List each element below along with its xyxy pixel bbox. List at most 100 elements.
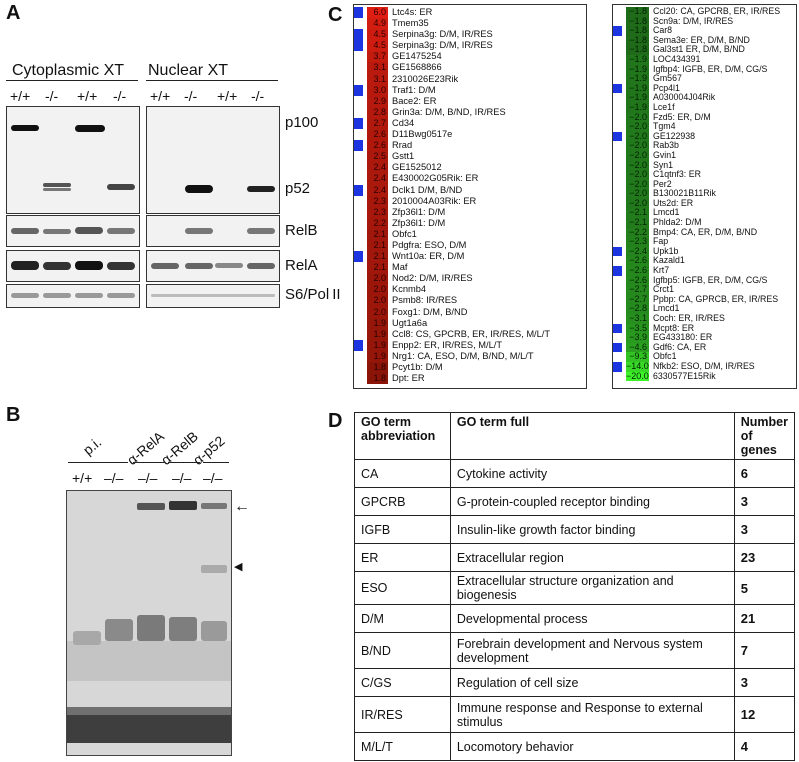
downregulated-heatmap: −1.8 Ccl20: CA, GPCRB, ER, IR/RES −1.8 Scn9… <box>612 4 797 389</box>
heatmap-row: 2.7 Cd34 <box>354 117 586 130</box>
gene-label: 6330577E15Rik <box>653 370 716 381</box>
fold-change-cell: 3.1 <box>367 62 388 74</box>
go-abbreviation-cell: M/L/T <box>354 732 451 761</box>
rela-rule <box>133 462 165 463</box>
gene-label: Ugt1a6a <box>392 317 428 328</box>
heatmap-row: −1.8 Sema3e: ER, D/M, B/ND <box>613 35 796 46</box>
go-table-row: IGFB Insulin-like growth factor binding 3 <box>354 515 796 544</box>
go-full-term-cell: Cytokine activity <box>449 459 735 488</box>
gene-label: Ltc4s: ER <box>392 7 433 17</box>
upregulated-gene-list: 6.0 Ltc4s: ER 4.9 Tmem35 4.5 Serpina3g: D/M, … <box>354 5 586 385</box>
heatmap-row: −1.9 LOC434391 <box>613 54 796 65</box>
gene-label: Car8 <box>653 25 673 36</box>
go-annotation-tick <box>354 373 363 384</box>
band <box>11 125 39 131</box>
go-annotation-tick <box>613 208 622 218</box>
heatmap-row: −1.8 Scn9a: D/M, IR/RES <box>613 16 796 27</box>
nuclear-rela-blot <box>146 250 280 282</box>
fold-change-cell: 4.9 <box>367 18 388 30</box>
p100-label: p100 <box>285 114 319 131</box>
gene-label: 2310026E23Rik <box>392 73 459 84</box>
go-annotation-tick <box>613 17 622 27</box>
fold-change-cell: −3.1 <box>626 313 649 324</box>
go-term-table: GO term abbreviation GO term full Number… <box>354 412 796 761</box>
go-annotation-tick <box>613 323 622 334</box>
downregulated-gene-list: −1.8 Ccl20: CA, GPCRB, ER, IR/RES −1.8 Scn9… <box>613 5 796 382</box>
fold-change-cell: 3.0 <box>367 84 388 96</box>
gene-label: Maf <box>392 262 408 273</box>
go-abbreviation-cell: IR/RES <box>354 696 451 733</box>
heatmap-row: −2.1 Phlda2: D/M <box>613 217 796 228</box>
gene-label: Zfp36l1: D/M <box>392 217 446 228</box>
gene-label: Rab3b <box>653 140 679 151</box>
go-annotation-tick <box>354 307 363 318</box>
go-annotation-tick <box>354 184 363 196</box>
gene-label: Lce1f <box>653 101 675 112</box>
fold-change-cell: 2.0 <box>367 273 388 285</box>
go-annotation-tick <box>354 229 363 240</box>
fold-change-cell: −2.0 <box>626 141 649 151</box>
heatmap-row: −2.0 B130021B11Rik <box>613 189 796 199</box>
band <box>151 263 179 269</box>
heatmap-row: 2.6 D11Bwg0517e <box>354 129 586 141</box>
go-abbreviation-cell: B/ND <box>354 632 451 669</box>
heatmap-row: 2.5 Gstt1 <box>354 151 586 163</box>
go-annotation-tick <box>354 273 363 284</box>
go-annotation-tick <box>613 314 622 324</box>
go-annotation-tick <box>613 45 622 55</box>
band <box>201 565 227 573</box>
fold-change-cell: 2.4 <box>367 162 388 174</box>
pi-rule <box>68 462 128 463</box>
go-full-term-cell: Immune response and Response to external… <box>449 696 735 733</box>
go-annotation-tick <box>354 162 363 173</box>
heatmap-row: −2.0 Uts2d: ER <box>613 198 796 209</box>
heatmap-row: −2.0 Gvin1 <box>613 150 796 161</box>
band <box>75 293 103 298</box>
heatmap-row: −2.4 Upk1b <box>613 246 796 257</box>
go-annotation-tick <box>354 218 363 229</box>
go-annotation-tick <box>354 339 363 351</box>
nuclear-genotype-4: -/- <box>251 88 265 104</box>
go-annotation-tick <box>613 83 622 94</box>
gene-label: E430002G05Rik: ER <box>392 173 479 184</box>
go-annotation-tick <box>354 284 363 295</box>
heatmap-row: 2.1 Maf <box>354 262 586 274</box>
go-abbreviation-cell: D/M <box>354 604 451 633</box>
gene-label: Bace2: ER <box>392 95 437 106</box>
fold-change-cell: 4.5 <box>367 40 388 52</box>
go-gene-count-cell: 3 <box>733 668 796 697</box>
fold-change-cell: −2.0 <box>626 169 649 180</box>
fold-change-cell: 2.1 <box>367 262 388 274</box>
go-table-body: CA Cytokine activity 6 GPCRB G-protein-coupl… <box>354 459 796 761</box>
go-annotation-tick <box>354 318 363 329</box>
fold-change-cell: 2.8 <box>367 106 388 118</box>
heatmap-row: −1.9 Igfbp4: IGFB, ER, D/M, CG/S <box>613 64 796 75</box>
heatmap-row: −2.0 C1qtnf3: ER <box>613 169 796 180</box>
fold-change-cell: −2.8 <box>626 304 649 314</box>
go-annotation-tick <box>613 285 622 295</box>
go-table-header-row: GO term abbreviation GO term full Number… <box>354 412 796 460</box>
heatmap-row: −3.1 Coch: ER, IR/RES <box>613 313 796 324</box>
fold-change-cell: 1.8 <box>367 373 388 385</box>
go-annotation-tick <box>354 351 363 362</box>
heatmap-row: 2.0 Kcnmb4 <box>354 284 586 296</box>
band <box>107 262 135 270</box>
fold-change-cell: 2.4 <box>367 173 388 185</box>
go-annotation-tick <box>354 196 363 207</box>
go-annotation-tick <box>613 26 622 36</box>
gene-label: GE1525012 <box>392 162 442 173</box>
gene-label: Krt7 <box>653 265 670 276</box>
heatmap-row: −2.3 Fap <box>613 237 796 247</box>
gene-label: B130021B11Rik <box>653 188 716 199</box>
rela-label: RelA <box>285 257 318 274</box>
go-full-term-cell: Insulin-like growth factor binding <box>449 515 735 544</box>
go-annotation-tick <box>613 141 622 151</box>
go-full-term-cell: Locomotory behavior <box>449 732 735 761</box>
upregulated-heatmap: 6.0 Ltc4s: ER 4.9 Tmem35 4.5 Serpina3g: D/M, … <box>353 4 587 389</box>
heatmap-row: −1.8 Car8 <box>613 26 796 36</box>
gene-label: EG433180: ER <box>653 332 713 343</box>
heatmap-row: 3.1 GE1568866 <box>354 62 586 74</box>
go-table-row: ESO Extracellular structure organization … <box>354 571 796 605</box>
nuclear-genotype-3: +/+ <box>217 88 238 104</box>
fold-change-cell: −2.0 <box>626 179 649 190</box>
